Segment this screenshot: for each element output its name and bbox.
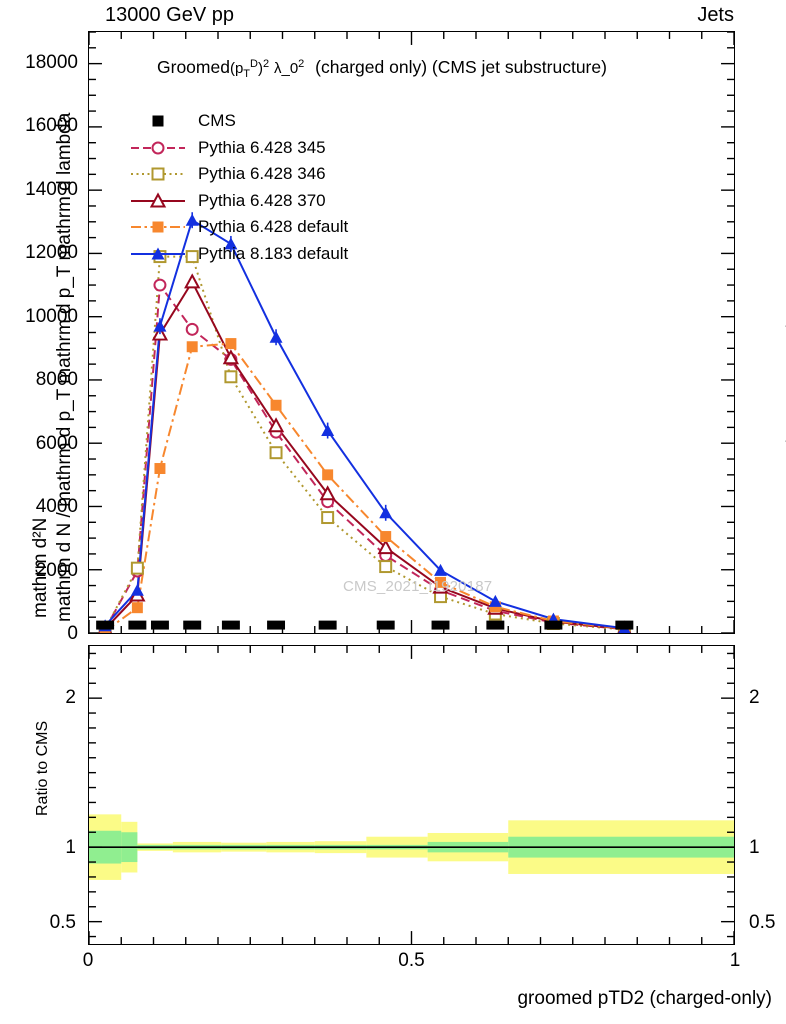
y-axis-title-main-denominator: mathrm d N / mathrm d p_T mathrm d p_T m… xyxy=(54,112,75,622)
y-tick-label-main: 16000 xyxy=(25,115,78,137)
legend-marker-open-circle-icon xyxy=(130,137,186,159)
y-axis-title-ratio: Ratio to CMS xyxy=(34,720,51,816)
main-plot-panel[interactable] xyxy=(88,31,735,634)
main-plot-canvas xyxy=(89,32,734,633)
y-tick-label-main: 12000 xyxy=(25,242,78,264)
y-tick-label-ratio-left: 0.5 xyxy=(49,911,76,933)
y-tick-label-main: 18000 xyxy=(25,51,78,73)
plot-title-prefix: Groomed xyxy=(157,57,230,77)
legend-marker-filled-square-icon xyxy=(130,110,186,132)
plot-title: Groomed(pTD)2 λ_02 (charged only) (CMS j… xyxy=(157,57,607,80)
legend-marker-filled-triangle-icon xyxy=(130,243,186,265)
legend-label: CMS xyxy=(198,111,236,131)
legend-label: Pythia 6.428 345 xyxy=(198,137,326,157)
x-axis-ticks: 0 0.5 1 xyxy=(83,950,741,976)
y-tick-label-ratio-right: 0.5 xyxy=(749,911,776,933)
plot-title-sup-D: D xyxy=(250,58,258,70)
plot-title-math: (pTD)2 xyxy=(229,58,270,80)
legend-label: Pythia 6.428 370 xyxy=(198,190,326,210)
legend-item-p6def[interactable]: Pythia 6.428 default xyxy=(130,214,348,241)
plot-title-sub-T: T xyxy=(243,68,251,80)
legend-label: Pythia 6.428 346 xyxy=(198,164,326,184)
y-tick-label-main: 8000 xyxy=(35,369,78,391)
y-axis-main-ticks: 0 2000 4000 6000 8000 10000 12000 14000 16000 180… xyxy=(0,31,84,644)
legend-label: Pythia 6.428 default xyxy=(198,217,349,237)
x-tick-label: 0 xyxy=(82,950,94,971)
legend-marker-open-square-icon xyxy=(130,163,186,185)
legend-marker-open-triangle-icon xyxy=(130,190,186,212)
legend-label: Pythia 8.183 default xyxy=(198,243,349,263)
plot-title-suffix: (charged only) (CMS jet substructure) xyxy=(315,57,607,77)
ratio-plot-canvas xyxy=(89,646,734,944)
x-tick-label: 1 xyxy=(729,950,741,971)
y-tick-label-main: 4000 xyxy=(35,496,78,518)
y-axis-ratio-ticks-right: 0.5 1 2 xyxy=(741,645,786,945)
y-axis-ratio-ticks-left: 0.5 1 2 xyxy=(0,645,84,945)
y-tick-label-ratio-left: 1 xyxy=(65,836,76,858)
plot-title-lambda: λ_02 xyxy=(273,58,305,77)
y-tick-label-ratio-right: 1 xyxy=(749,836,760,858)
legend-item-cms[interactable]: CMS xyxy=(130,108,348,135)
x-tick-label: 0.5 xyxy=(398,950,425,971)
y-tick-label-main: 0 xyxy=(67,623,78,644)
plot-title-lambda-text: λ_0 xyxy=(273,60,299,77)
legend-item-p8def[interactable]: Pythia 8.183 default xyxy=(130,241,348,268)
analysis-watermark: CMS_2021_I1920187 xyxy=(343,578,493,595)
y-tick-label-ratio-right: 2 xyxy=(749,686,760,708)
y-tick-label-main: 14000 xyxy=(25,178,78,200)
beam-energy-label: 13000 GeV pp xyxy=(105,4,234,26)
plot-title-sup-2: 2 xyxy=(262,58,270,70)
legend-item-p370[interactable]: Pythia 6.428 370 xyxy=(130,188,348,215)
legend-marker-filled-square-icon xyxy=(130,216,186,238)
legend-item-p345[interactable]: Pythia 6.428 345 xyxy=(130,135,348,162)
plot-title-lambda-sup: 2 xyxy=(298,58,305,70)
y-tick-label-main: 2000 xyxy=(35,559,78,581)
y-axis-title-main-numerator: mathrm d²N xyxy=(30,517,51,618)
process-label: Jets xyxy=(697,4,734,26)
x-axis-title: groomed pTD2 (charged-only) xyxy=(517,988,772,1009)
y-tick-label-ratio-left: 2 xyxy=(65,686,76,708)
legend: CMS Pythia 6.428 345 Pythia 6.428 346 Pythi… xyxy=(130,108,348,267)
y-tick-label-main: 10000 xyxy=(25,305,78,327)
y-tick-label-main: 6000 xyxy=(35,432,78,454)
ratio-plot-panel[interactable] xyxy=(88,645,735,945)
legend-item-p346[interactable]: Pythia 6.428 346 xyxy=(130,161,348,188)
